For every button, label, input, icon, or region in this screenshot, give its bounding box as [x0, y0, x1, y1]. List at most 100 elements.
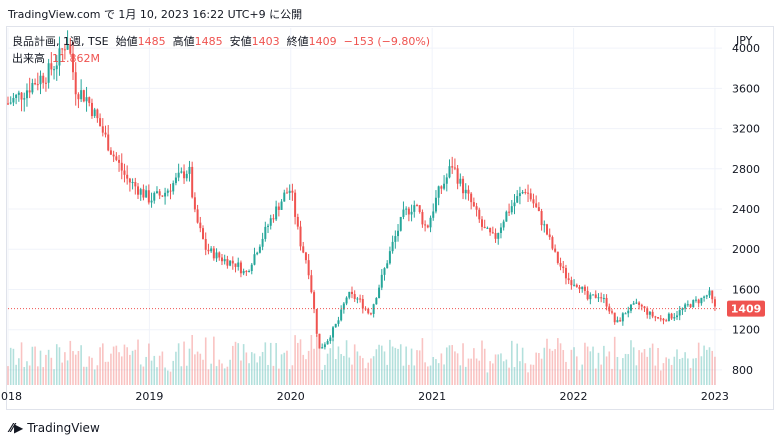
volume-bar	[267, 364, 269, 385]
candle-body	[188, 166, 191, 174]
candle-body	[551, 237, 554, 249]
volume-bar	[169, 371, 172, 385]
y-tick-label: 1200	[732, 324, 760, 337]
volume-bar	[77, 351, 80, 385]
candle-body	[356, 298, 359, 300]
volume-bar	[478, 360, 481, 385]
candle-body	[348, 291, 351, 298]
volume-bar	[548, 348, 551, 385]
candle-body	[378, 287, 381, 298]
volume-bar	[148, 343, 150, 385]
candle-body	[242, 270, 245, 274]
candle-body	[546, 224, 549, 235]
volume-bar	[340, 354, 342, 385]
volume-bar	[58, 347, 61, 385]
volume-bar	[473, 348, 475, 385]
candle-body	[667, 313, 670, 322]
candle-body	[508, 211, 511, 213]
volume-bar	[183, 341, 185, 385]
candle-body	[25, 90, 28, 99]
candle-body	[193, 197, 196, 210]
candle-body	[480, 219, 483, 227]
candle-body	[318, 333, 321, 349]
volume-bar	[28, 365, 31, 385]
candle-body	[223, 259, 226, 262]
candle-body	[107, 134, 110, 151]
volume-bar	[175, 351, 177, 385]
volume-value: 11.862M	[52, 52, 100, 65]
volume-bar	[613, 336, 616, 385]
candle-body	[494, 233, 497, 239]
volume-bar	[180, 366, 183, 385]
volume-bar	[364, 368, 367, 385]
candle-body	[413, 205, 416, 212]
volume-bar	[23, 367, 26, 385]
volume-bar	[443, 364, 445, 385]
volume-bar	[172, 360, 175, 385]
candle-body	[310, 275, 313, 293]
y-tick-label: 800	[732, 364, 753, 377]
symbol-label[interactable]: 良品計画, 1週, TSE	[12, 35, 109, 48]
candle-body	[608, 306, 611, 312]
candle-body	[28, 90, 31, 93]
candle-body	[50, 63, 53, 70]
volume-bar	[164, 367, 166, 385]
volume-bar	[437, 363, 440, 385]
candle-body	[169, 190, 172, 192]
footer-brand[interactable]: ⁄⁄▶ TradingView	[10, 421, 100, 435]
candle-body	[61, 48, 64, 50]
candle-body	[88, 97, 91, 103]
candle-body	[575, 284, 578, 287]
volume-bar	[510, 340, 513, 385]
candle-body	[394, 236, 397, 242]
candle-body	[353, 294, 356, 299]
candle-body	[66, 44, 69, 50]
volume-bar	[213, 336, 215, 385]
candle-body	[112, 154, 115, 157]
candle-body	[12, 98, 15, 103]
volume-bar	[454, 351, 456, 385]
volume-bar	[697, 342, 700, 385]
candle-body	[529, 193, 532, 200]
candle-body	[39, 75, 42, 85]
volume-legend: 出来高 11.862M	[12, 50, 100, 66]
candle-body	[85, 97, 88, 102]
ohlc-legend: 良品計画, 1週, TSE 始値1485 高値1485 安値1403 終値140…	[12, 34, 430, 50]
candle-body	[74, 72, 77, 95]
volume-bar	[532, 364, 535, 385]
volume-bar	[367, 362, 370, 385]
candle-body	[137, 186, 140, 195]
candle-body	[619, 320, 622, 322]
candle-body	[145, 190, 148, 198]
volume-bar	[578, 370, 581, 385]
candle-body	[47, 63, 50, 83]
candle-body	[705, 295, 708, 297]
volume-bar	[145, 356, 147, 385]
volume-bar	[418, 350, 421, 385]
volume-bar	[310, 335, 313, 385]
candle-body	[564, 268, 567, 279]
volume-bar	[161, 351, 164, 385]
candle-body	[535, 203, 538, 208]
candle-body	[432, 211, 435, 218]
volume-bar	[326, 353, 329, 385]
volume-bar	[234, 341, 237, 385]
volume-bar	[684, 352, 686, 385]
candle-body	[359, 298, 362, 300]
volume-bar	[565, 361, 567, 385]
volume-bar	[622, 358, 624, 385]
candle-body	[99, 118, 102, 127]
candle-body	[502, 221, 505, 228]
volume-bar	[640, 352, 643, 385]
volume-bar	[288, 369, 291, 385]
volume-bar	[505, 359, 508, 385]
candle-body	[115, 156, 118, 160]
candle-body	[415, 205, 418, 207]
volume-bar	[700, 356, 703, 385]
volume-bar	[600, 364, 602, 385]
candle-body	[36, 84, 39, 86]
candle-body	[499, 227, 502, 233]
volume-bar	[562, 350, 565, 385]
candle-body	[654, 316, 657, 318]
volume-bar	[445, 347, 448, 385]
